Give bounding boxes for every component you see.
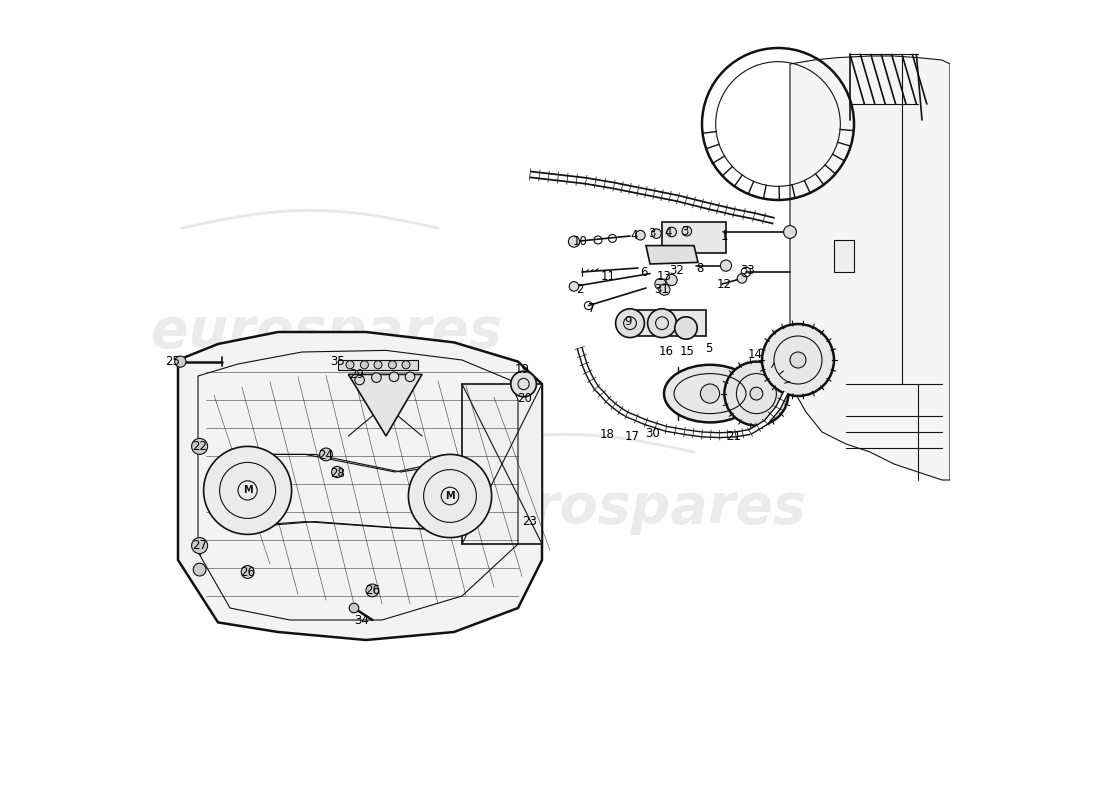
Ellipse shape xyxy=(664,365,756,422)
Text: 18: 18 xyxy=(601,428,615,441)
Circle shape xyxy=(388,361,396,369)
Text: 1: 1 xyxy=(720,230,728,242)
Circle shape xyxy=(616,309,645,338)
Circle shape xyxy=(790,352,806,368)
Text: 30: 30 xyxy=(645,427,660,440)
Circle shape xyxy=(320,448,332,461)
Circle shape xyxy=(725,362,789,426)
Circle shape xyxy=(569,282,579,291)
Circle shape xyxy=(372,373,382,382)
Circle shape xyxy=(204,446,292,534)
Text: 10: 10 xyxy=(573,235,587,248)
Text: 29: 29 xyxy=(349,368,364,381)
Text: 26: 26 xyxy=(240,566,255,578)
Circle shape xyxy=(402,361,410,369)
Text: M: M xyxy=(243,486,252,495)
Polygon shape xyxy=(790,56,950,480)
Circle shape xyxy=(346,361,354,369)
Text: 22: 22 xyxy=(192,440,207,453)
Circle shape xyxy=(654,278,666,290)
Circle shape xyxy=(241,566,254,578)
Text: 33: 33 xyxy=(740,264,755,277)
Circle shape xyxy=(783,226,796,238)
Polygon shape xyxy=(834,240,854,272)
Text: eurospares: eurospares xyxy=(151,305,502,359)
Text: 4: 4 xyxy=(664,226,672,238)
Circle shape xyxy=(349,603,359,613)
Polygon shape xyxy=(646,246,698,264)
Circle shape xyxy=(636,230,646,240)
Polygon shape xyxy=(349,374,422,436)
Circle shape xyxy=(682,226,692,236)
Text: 3: 3 xyxy=(648,227,656,240)
Polygon shape xyxy=(178,332,542,640)
Circle shape xyxy=(659,284,670,295)
Text: 25: 25 xyxy=(165,355,179,368)
Circle shape xyxy=(750,387,762,400)
Text: 20: 20 xyxy=(517,392,531,405)
Circle shape xyxy=(175,356,186,367)
Circle shape xyxy=(651,229,661,238)
Circle shape xyxy=(762,324,834,396)
Text: 21: 21 xyxy=(726,430,741,443)
Text: 14: 14 xyxy=(748,348,763,361)
Circle shape xyxy=(331,466,343,478)
Text: 23: 23 xyxy=(522,515,538,528)
Text: 24: 24 xyxy=(319,450,333,462)
Circle shape xyxy=(389,372,399,382)
Text: 5: 5 xyxy=(705,342,712,354)
Circle shape xyxy=(191,538,208,554)
Circle shape xyxy=(701,384,719,403)
Circle shape xyxy=(737,274,747,283)
Text: 9: 9 xyxy=(624,315,631,328)
Text: 7: 7 xyxy=(587,302,595,314)
Text: 34: 34 xyxy=(354,614,370,626)
Circle shape xyxy=(405,372,415,382)
Text: 4: 4 xyxy=(630,229,638,242)
Circle shape xyxy=(569,236,580,247)
Text: 13: 13 xyxy=(657,270,672,282)
Text: 16: 16 xyxy=(659,346,673,358)
Circle shape xyxy=(374,361,382,369)
Circle shape xyxy=(720,260,732,271)
Polygon shape xyxy=(462,384,542,544)
Circle shape xyxy=(510,371,537,397)
Text: 27: 27 xyxy=(192,539,207,552)
Text: 31: 31 xyxy=(654,283,670,296)
Text: 2: 2 xyxy=(576,283,583,296)
Text: 12: 12 xyxy=(717,278,732,290)
Text: 32: 32 xyxy=(669,264,684,277)
Circle shape xyxy=(666,274,678,286)
Text: 19: 19 xyxy=(515,363,529,376)
Text: 6: 6 xyxy=(640,266,647,278)
Circle shape xyxy=(355,375,364,385)
Text: 28: 28 xyxy=(330,467,344,480)
Text: 3: 3 xyxy=(681,225,689,238)
Text: 11: 11 xyxy=(601,270,616,282)
Polygon shape xyxy=(662,222,726,253)
Text: 35: 35 xyxy=(331,355,345,368)
Text: 15: 15 xyxy=(680,346,695,358)
Circle shape xyxy=(667,227,676,237)
Polygon shape xyxy=(630,310,706,336)
Circle shape xyxy=(408,454,492,538)
Text: eurospares: eurospares xyxy=(454,481,805,535)
Circle shape xyxy=(361,361,368,369)
Text: M: M xyxy=(446,491,454,501)
Circle shape xyxy=(648,309,676,338)
Text: 26: 26 xyxy=(365,584,380,597)
Circle shape xyxy=(191,438,208,454)
Text: 8: 8 xyxy=(696,262,704,274)
Polygon shape xyxy=(338,360,418,370)
Circle shape xyxy=(194,563,206,576)
Circle shape xyxy=(366,584,378,597)
Circle shape xyxy=(674,317,697,339)
Text: 17: 17 xyxy=(625,430,640,442)
